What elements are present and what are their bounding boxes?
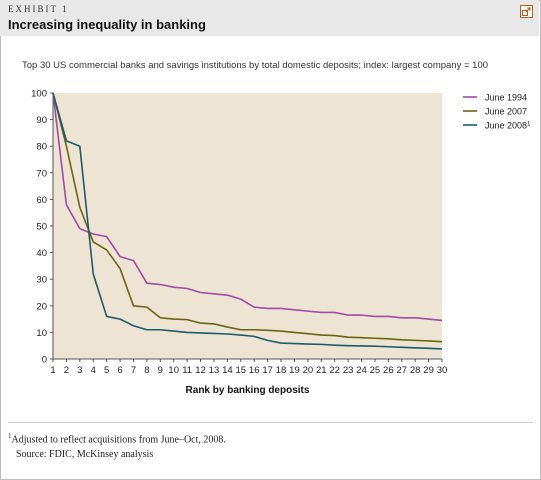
x-tick-label: 16 [249,365,260,376]
x-tick-label: 19 [289,365,300,376]
series-line-2 [52,92,443,343]
x-tick-label: 8 [144,365,149,376]
x-tick-label: 4 [91,365,96,376]
x-tick-label: 1 [50,365,55,376]
x-tick-label: 12 [195,365,206,376]
x-tick-label: 29 [423,365,434,376]
x-tick-label: 20 [303,365,314,376]
y-tick-label: 60 [36,195,47,206]
x-tick-label: 9 [158,365,163,376]
legend: June 1994 June 2007 June 20081 [463,93,531,131]
y-tick-label: 50 [36,222,47,233]
legend-label: June 1994 [485,93,527,103]
x-tick-label: 2 [64,365,69,376]
x-tick-label: 18 [276,365,287,376]
y-tick-label: 30 [36,275,47,286]
x-tick-label: 28 [410,365,421,376]
x-tick-label: 24 [356,365,367,376]
footnote-marker: 1 [8,432,12,440]
x-tick-label: 6 [117,365,122,376]
y-tick-label: 10 [36,328,47,339]
series-line-1 [52,92,443,322]
exhibit-header: EXHIBIT 1 Increasing inequality in banki… [0,0,539,36]
footnote-text: Adjusted to reflect acquisitions from Ju… [11,434,226,446]
chart-subtitle: Top 30 US commercial banks and savings i… [22,60,489,71]
legend-label: June 2007 [485,107,527,117]
y-tick-label: 100 [31,89,47,100]
x-tick-label: 11 [182,365,192,376]
x-tick-label: 13 [209,365,220,376]
x-tick-label: 25 [370,365,381,376]
y-tick-label: 80 [36,142,47,153]
y-tick-label: 90 [36,115,47,126]
x-tick-label: 10 [168,365,179,376]
x-tick-label: 23 [343,365,354,376]
y-tick-label: 20 [36,301,47,312]
x-tick-label: 7 [131,365,136,376]
x-tick-label: 17 [262,365,273,376]
x-tick-label: 26 [383,365,394,376]
footnote: 1Adjusted to reflect acquisitions from J… [8,432,226,445]
x-tick-label: 21 [316,365,327,376]
legend-label: June 20081 [485,121,531,131]
exhibit-title: Increasing inequality in banking [8,17,206,32]
x-tick-label: 27 [396,365,407,376]
plot-area [53,93,442,359]
expand-icon [522,7,531,16]
divider [8,422,533,423]
y-tick-label: 0 [42,355,47,366]
y-tick-label: 70 [36,168,47,179]
x-tick-label: 3 [77,365,82,376]
source-note: Source: FDIC, McKinsey analysis [16,449,154,460]
y-tick-label: 40 [36,248,47,259]
series-line-3 [52,92,443,350]
x-axis-title: Rank by banking deposits [186,385,310,396]
x-tick-label: 30 [437,365,448,376]
x-tick-label: 15 [236,365,247,376]
x-tick-label: 5 [104,365,109,376]
expand-button[interactable] [520,5,533,18]
x-tick-label: 22 [329,365,340,376]
exhibit-label: EXHIBIT 1 [8,4,69,14]
series-lines [52,92,443,350]
x-tick-label: 14 [222,365,233,376]
